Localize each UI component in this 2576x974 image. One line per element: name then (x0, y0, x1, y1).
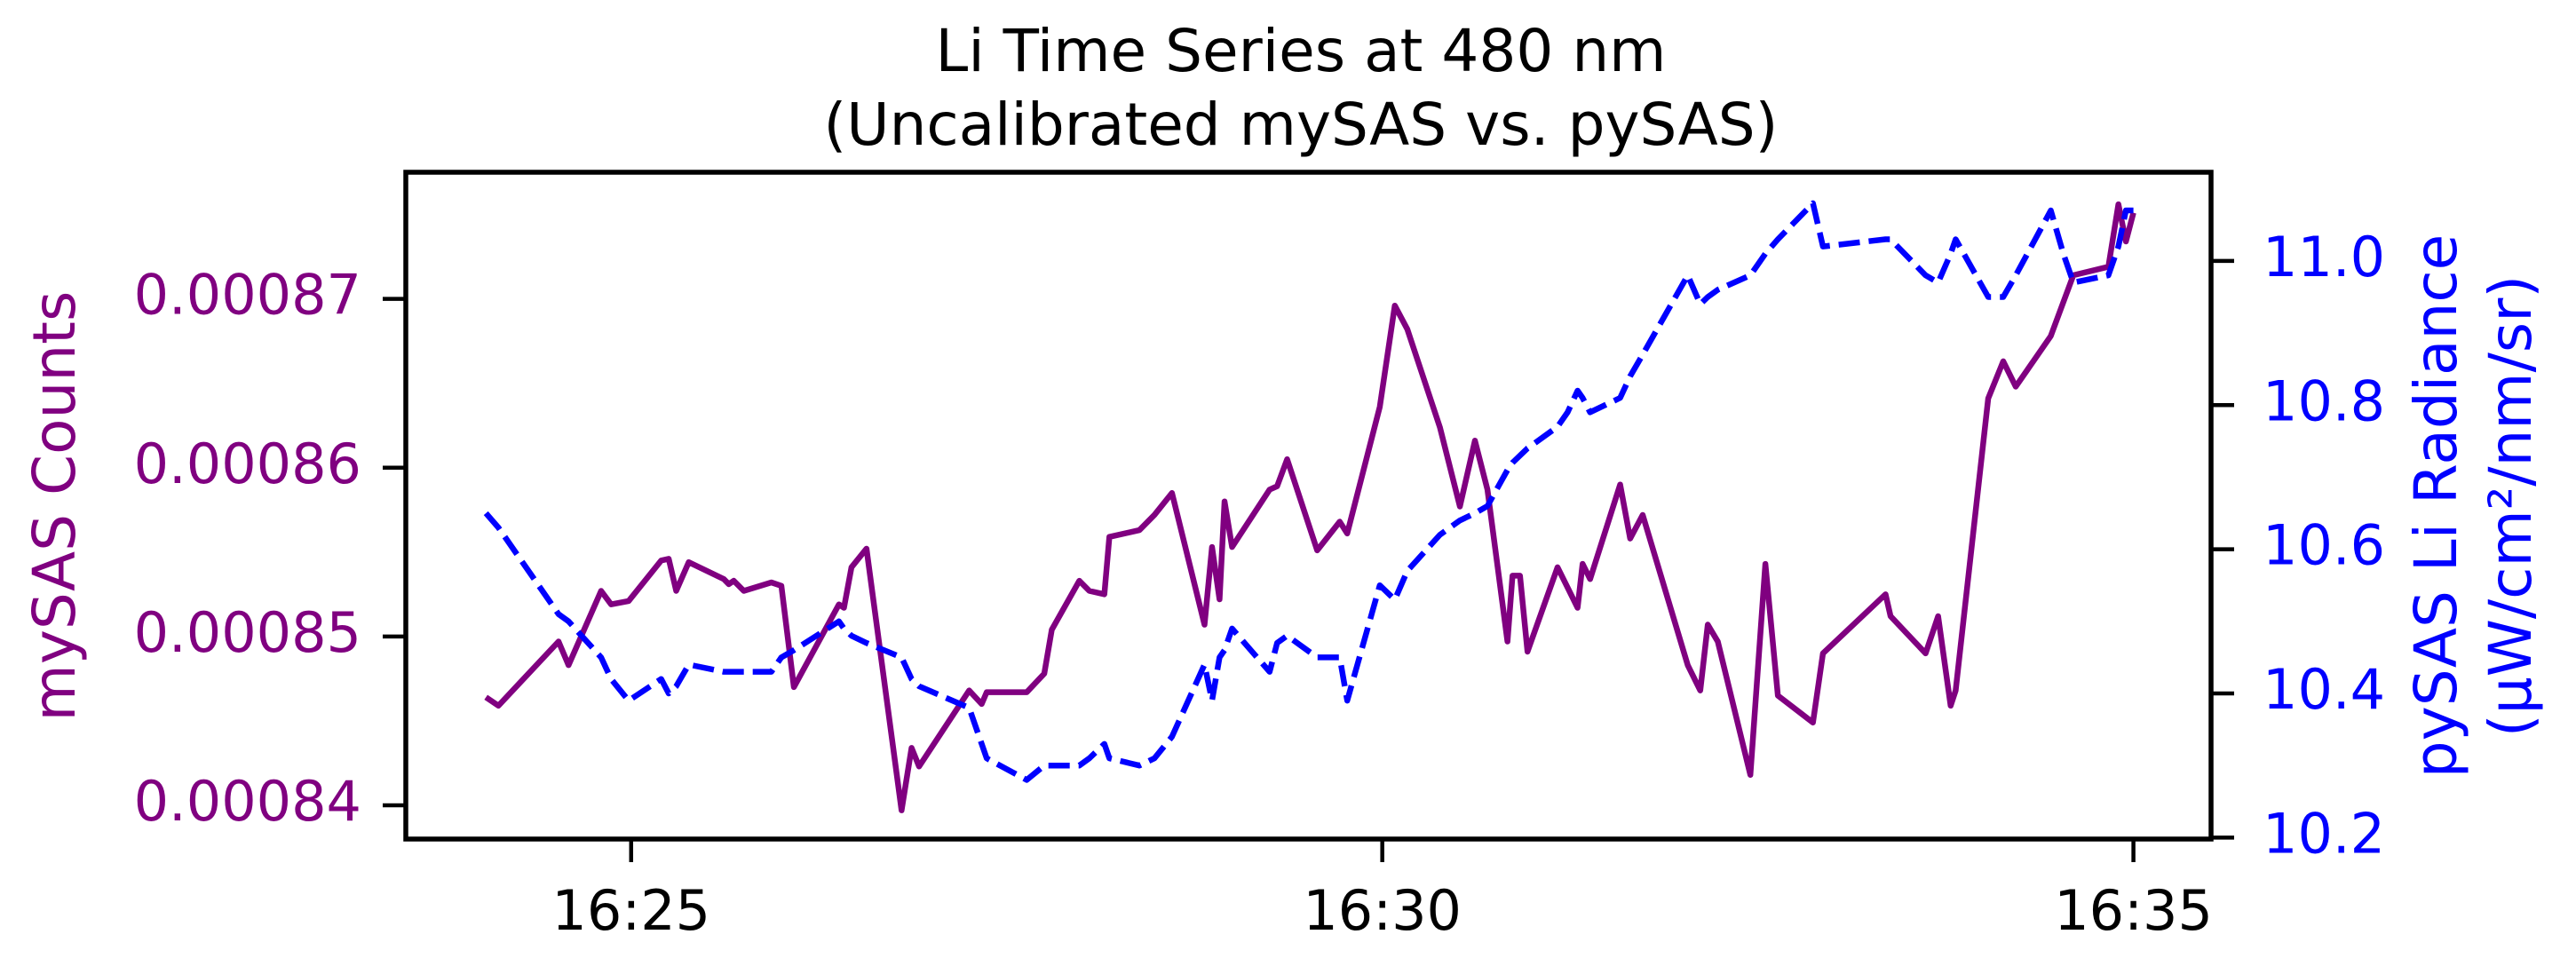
chart-title: Li Time Series at 480 nm (936, 17, 1667, 85)
plot-frame (403, 170, 2214, 842)
y2-tick-label: 10.8 (2263, 368, 2385, 433)
x-tick-label: 16:25 (551, 878, 710, 943)
y-tick-label: 0.00084 (134, 769, 361, 834)
y-tick-label: 0.00086 (134, 432, 361, 496)
data-line (483, 200, 2134, 783)
y2-tick-label: 10.4 (2263, 657, 2385, 722)
y2-axis-label: (μW/cm²/nm/sr) (2477, 275, 2545, 737)
data-line (484, 201, 2136, 813)
y2-tick-label: 11.0 (2263, 225, 2385, 289)
y2-axis-label: pySAS Li Radiance (2402, 234, 2470, 778)
y-axis-label: mySAS Counts (20, 291, 89, 722)
chart-subtitle: (Uncalibrated mySAS vs. pySAS) (824, 91, 1779, 159)
y-tick-label: 0.00087 (134, 263, 361, 328)
y-tick-label: 0.00085 (134, 600, 361, 665)
y2-tick-label: 10.6 (2263, 513, 2385, 578)
x-tick-label: 16:30 (1303, 878, 1462, 943)
x-tick-label: 16:35 (2054, 878, 2213, 943)
y2-tick-label: 10.2 (2263, 801, 2385, 866)
